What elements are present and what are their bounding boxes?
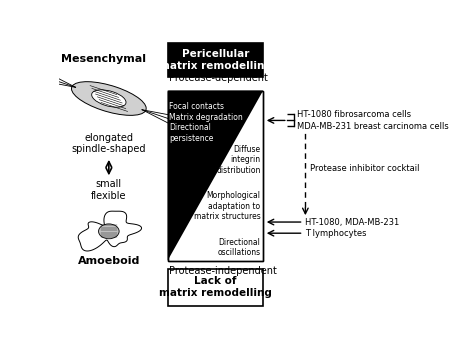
Text: Mesenchymal: Mesenchymal xyxy=(61,54,146,64)
Text: Morphological
adaptation to
matrix structures: Morphological adaptation to matrix struc… xyxy=(194,191,261,221)
Polygon shape xyxy=(78,211,142,251)
Text: Protease inhibitor cocktail: Protease inhibitor cocktail xyxy=(310,165,419,174)
Polygon shape xyxy=(168,90,263,260)
Text: Directional
oscillations: Directional oscillations xyxy=(218,238,261,257)
Text: T lymphocytes: T lymphocytes xyxy=(305,229,367,238)
Text: Protease-dependent: Protease-dependent xyxy=(169,73,268,83)
Circle shape xyxy=(99,224,119,239)
Text: HT-1080, MDA-MB-231: HT-1080, MDA-MB-231 xyxy=(305,218,400,227)
Text: HT-1080 fibrosarcoma cells: HT-1080 fibrosarcoma cells xyxy=(297,110,411,119)
Text: MDA-MB-231 breast carcinoma cells: MDA-MB-231 breast carcinoma cells xyxy=(297,122,449,131)
Bar xyxy=(168,43,263,77)
Text: Pericellular
matrix remodelling: Pericellular matrix remodelling xyxy=(159,49,272,71)
Text: Protease-independent: Protease-independent xyxy=(169,266,277,276)
Bar xyxy=(168,268,263,306)
Text: Lack of
matrix remodelling: Lack of matrix remodelling xyxy=(159,276,272,298)
Text: Focal contacts
Matrix degradation
Directional
persistence: Focal contacts Matrix degradation Direct… xyxy=(169,102,243,142)
Bar xyxy=(168,90,263,260)
Text: Amoeboid: Amoeboid xyxy=(78,256,140,266)
Text: small
flexible: small flexible xyxy=(91,179,127,201)
Text: elongated
spindle-shaped: elongated spindle-shaped xyxy=(72,133,146,155)
Ellipse shape xyxy=(91,90,126,107)
Bar xyxy=(168,90,263,260)
Text: Diffuse
integrin
distribution: Diffuse integrin distribution xyxy=(216,145,261,175)
Ellipse shape xyxy=(72,82,146,115)
